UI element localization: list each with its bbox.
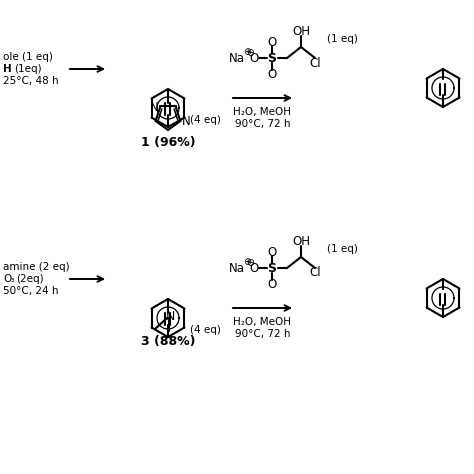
Text: ⊕: ⊕ (243, 257, 251, 267)
Text: N: N (150, 101, 158, 114)
Text: (4 eq): (4 eq) (190, 115, 221, 125)
Text: Cl: Cl (309, 266, 321, 280)
Text: (1 eq): (1 eq) (327, 244, 358, 254)
Text: O: O (267, 277, 277, 291)
Text: 50°C, 24 h: 50°C, 24 h (3, 286, 58, 296)
Text: ⊖: ⊖ (246, 258, 254, 268)
Text: (4 eq): (4 eq) (190, 325, 221, 335)
Text: amine (2 eq): amine (2 eq) (3, 262, 70, 272)
Text: (1eq): (1eq) (14, 64, 42, 74)
Text: O: O (249, 262, 259, 274)
Text: Cl: Cl (309, 56, 321, 70)
Text: O: O (267, 36, 277, 48)
Text: O: O (267, 67, 277, 81)
Text: ole (1 eq): ole (1 eq) (3, 52, 53, 62)
Text: N: N (165, 310, 175, 322)
Text: O: O (267, 246, 277, 258)
Text: 1 (96%): 1 (96%) (141, 136, 195, 148)
Text: Na: Na (229, 262, 245, 274)
Text: ₃: ₃ (11, 274, 14, 283)
Text: H₂O, MeOH: H₂O, MeOH (234, 107, 292, 117)
Text: 25°C, 48 h: 25°C, 48 h (3, 76, 59, 86)
Text: N: N (182, 115, 191, 128)
Text: (1 eq): (1 eq) (327, 34, 358, 44)
Text: OH: OH (292, 235, 310, 247)
Text: ⊖: ⊖ (246, 48, 254, 58)
Text: OH: OH (292, 25, 310, 37)
Text: (2eq): (2eq) (16, 274, 44, 284)
Text: ⊕: ⊕ (243, 47, 251, 57)
Text: S: S (267, 52, 276, 64)
Text: H: H (3, 64, 12, 74)
Text: S: S (267, 262, 276, 274)
Text: O: O (3, 274, 11, 284)
Text: 90°C, 72 h: 90°C, 72 h (235, 329, 290, 339)
Text: Na: Na (229, 52, 245, 64)
Text: 3 (88%): 3 (88%) (141, 335, 195, 347)
Text: 90°C, 72 h: 90°C, 72 h (235, 119, 290, 129)
Text: H₂O, MeOH: H₂O, MeOH (234, 317, 292, 327)
Text: O: O (249, 52, 259, 64)
